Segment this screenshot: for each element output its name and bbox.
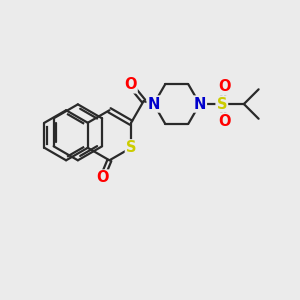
Text: N: N [194,97,206,112]
Text: O: O [218,80,231,94]
Text: O: O [218,114,231,129]
Text: N: N [148,97,160,112]
Text: S: S [126,140,136,155]
Text: O: O [96,170,108,185]
Text: S: S [217,97,227,112]
Text: O: O [124,77,136,92]
